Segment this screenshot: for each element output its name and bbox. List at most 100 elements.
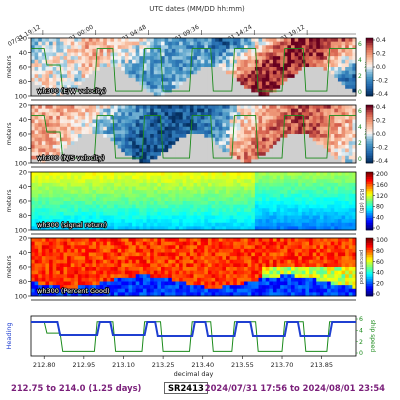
heatmap-cell bbox=[218, 108, 223, 113]
heatmap-cell bbox=[316, 193, 321, 198]
heatmap-cell bbox=[121, 259, 126, 264]
heatmap-cell bbox=[269, 186, 274, 191]
heatmap-cell bbox=[92, 144, 97, 149]
heatmap-cell bbox=[319, 85, 324, 90]
heatmap-cell bbox=[283, 85, 288, 90]
heatmap-cell bbox=[96, 134, 101, 139]
heatmap-cell bbox=[189, 130, 194, 135]
heatmap-cell bbox=[247, 45, 252, 50]
heatmap-cell bbox=[175, 130, 180, 135]
heatmap-cell bbox=[117, 245, 122, 250]
heatmap-cell bbox=[110, 112, 115, 117]
heatmap-cell bbox=[262, 56, 267, 61]
heatmap-cell bbox=[41, 245, 46, 250]
heatmap-cell bbox=[244, 41, 249, 46]
panel-label: wh300 (signal return) bbox=[37, 221, 107, 229]
heatmap-cell bbox=[287, 130, 292, 135]
heatmap-cell bbox=[56, 201, 61, 206]
heatmap-cell bbox=[334, 172, 339, 177]
heatmap-cell bbox=[168, 126, 173, 131]
heatmap-cell bbox=[222, 152, 227, 157]
heatmap-cell bbox=[132, 292, 137, 297]
heatmap-cell bbox=[309, 179, 314, 184]
heatmap-cell bbox=[128, 134, 133, 139]
heatmap-cell bbox=[229, 115, 234, 120]
heatmap-cell bbox=[283, 81, 288, 86]
heatmap-cell bbox=[352, 115, 357, 120]
heatmap-cell bbox=[218, 74, 223, 79]
heatmap-cell bbox=[345, 108, 350, 113]
heatmap-cell bbox=[114, 38, 119, 43]
heatmap-cell bbox=[269, 112, 274, 117]
heatmap-cell bbox=[182, 85, 187, 90]
heatmap-cell bbox=[77, 119, 82, 124]
heatmap-cell bbox=[41, 63, 46, 68]
heatmap-cell bbox=[142, 115, 147, 120]
heatmap-cell bbox=[99, 126, 104, 131]
heatmap-cell bbox=[103, 126, 108, 131]
heatmap-cell bbox=[45, 172, 50, 177]
heatmap-cell bbox=[150, 108, 155, 113]
heatmap-cell bbox=[99, 108, 104, 113]
heatmap-cell bbox=[312, 204, 317, 209]
heatmap-cell bbox=[146, 112, 151, 117]
heatmap-cell bbox=[59, 67, 64, 72]
heatmap-cell bbox=[197, 197, 202, 202]
heatmap-cell bbox=[218, 222, 223, 227]
heatmap-cell bbox=[305, 130, 310, 135]
heatmap-cell bbox=[218, 81, 223, 86]
heatmap-cell bbox=[218, 204, 223, 209]
heatmap-cell bbox=[269, 193, 274, 198]
heatmap-cell bbox=[96, 259, 101, 264]
heatmap-cell bbox=[74, 52, 79, 57]
heatmap-cell bbox=[182, 63, 187, 68]
heatmap-cell bbox=[186, 152, 191, 157]
heatmap-cell bbox=[88, 256, 93, 261]
heatmap-cell bbox=[114, 152, 119, 157]
heatmap-cell bbox=[31, 126, 36, 131]
heatmap-cell bbox=[110, 115, 115, 120]
heatmap-cell bbox=[236, 92, 241, 97]
heatmap-cell bbox=[161, 77, 166, 82]
heatmap-cell bbox=[207, 70, 212, 75]
heatmap-cell bbox=[189, 77, 194, 82]
heatmap-cell bbox=[204, 130, 209, 135]
heatmap-cell bbox=[211, 197, 216, 202]
heatmap-cell bbox=[348, 126, 353, 131]
heatmap-cell bbox=[70, 256, 75, 261]
heatmap-cell bbox=[67, 201, 72, 206]
heatmap-cell bbox=[34, 108, 39, 113]
heatmap-cell bbox=[207, 59, 212, 64]
heatmap-cell bbox=[142, 148, 147, 153]
heatmap-cell bbox=[56, 77, 61, 82]
heatmap-cell bbox=[81, 148, 86, 153]
heatmap-cell bbox=[132, 115, 137, 120]
heatmap-cell bbox=[233, 108, 238, 113]
heatmap-cell bbox=[88, 74, 93, 79]
heatmap-cell bbox=[103, 148, 108, 153]
heatmap-cell bbox=[99, 137, 104, 142]
heatmap-cell bbox=[327, 67, 332, 72]
heatmap-cell bbox=[352, 108, 357, 113]
heatmap-cell bbox=[106, 274, 111, 279]
heatmap-cell bbox=[157, 52, 162, 57]
heatmap-cell bbox=[135, 241, 140, 246]
heatmap-cell bbox=[301, 159, 306, 164]
heatmap-cell bbox=[211, 193, 216, 198]
heatmap-cell bbox=[244, 126, 249, 131]
heatmap-cell bbox=[34, 159, 39, 164]
heatmap-cell bbox=[182, 190, 187, 195]
heatmap-cell bbox=[283, 222, 288, 227]
heatmap-cell bbox=[345, 74, 350, 79]
heatmap-cell bbox=[175, 144, 180, 149]
heatmap-cell bbox=[233, 119, 238, 124]
heatmap-cell bbox=[128, 238, 133, 243]
heatmap-cell bbox=[85, 270, 90, 275]
heatmap-cell bbox=[276, 105, 281, 110]
heatmap-cell bbox=[70, 193, 75, 198]
heatmap-cell bbox=[348, 211, 353, 216]
heatmap-cell bbox=[153, 77, 158, 82]
heatmap-cell bbox=[124, 175, 129, 180]
heatmap-cell bbox=[323, 63, 328, 68]
heatmap-cell bbox=[106, 292, 111, 297]
